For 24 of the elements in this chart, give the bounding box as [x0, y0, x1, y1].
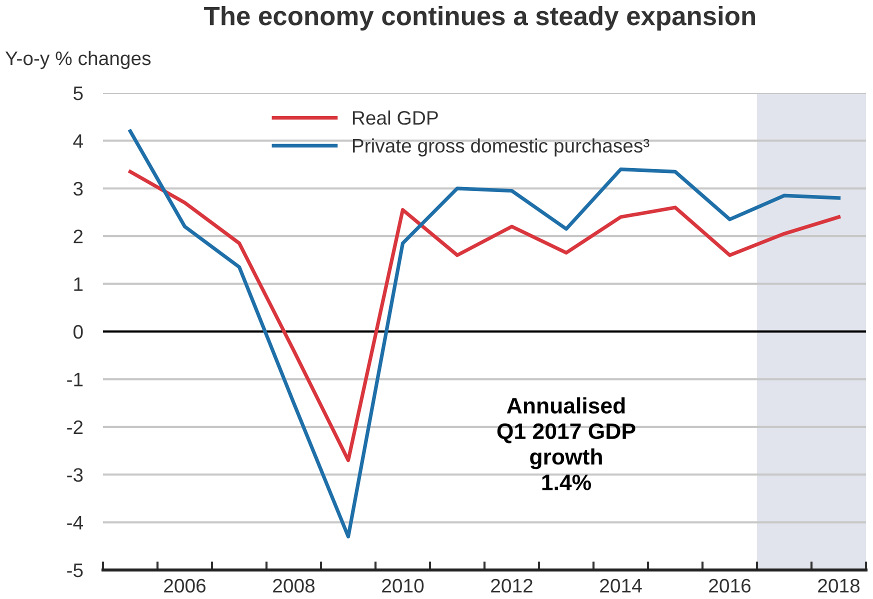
y-tick-label: -4	[67, 516, 83, 530]
chart-title: The economy continues a steady expansion	[204, 6, 755, 31]
y-tick-label: 0	[74, 324, 83, 339]
annotation: Annualised Q1 2017 GDP growth 1.4%	[497, 397, 636, 490]
x-tick-label: 2014	[600, 578, 642, 593]
y-axis-title: Y-o-y % changes	[5, 50, 151, 70]
x-tick-label: 2016	[709, 578, 751, 593]
x-tick-label: 2012	[491, 578, 532, 593]
x-tick-label: 2008	[273, 578, 315, 593]
y-tick-label: -5	[67, 564, 83, 578]
y-tick-label: 2	[74, 230, 83, 244]
y-tick-label: 4	[73, 134, 83, 148]
y-tick-label: -3	[67, 468, 83, 482]
x-tick-label: 2006	[164, 578, 206, 593]
x-tick-label: 2018	[818, 578, 860, 593]
line-series	[128, 129, 841, 538]
x-tick-label: 2010	[382, 578, 424, 593]
y-tick-label: -2	[67, 420, 83, 434]
legend-label: Real GDP	[352, 110, 438, 125]
y-tick-label: -1	[67, 372, 83, 386]
y-tick-label: 3	[73, 182, 83, 196]
legend-label: Private gross domestic purchases³	[352, 138, 650, 156]
y-tick-label: 1	[74, 277, 83, 291]
y-tick-label: 5	[74, 86, 83, 100]
